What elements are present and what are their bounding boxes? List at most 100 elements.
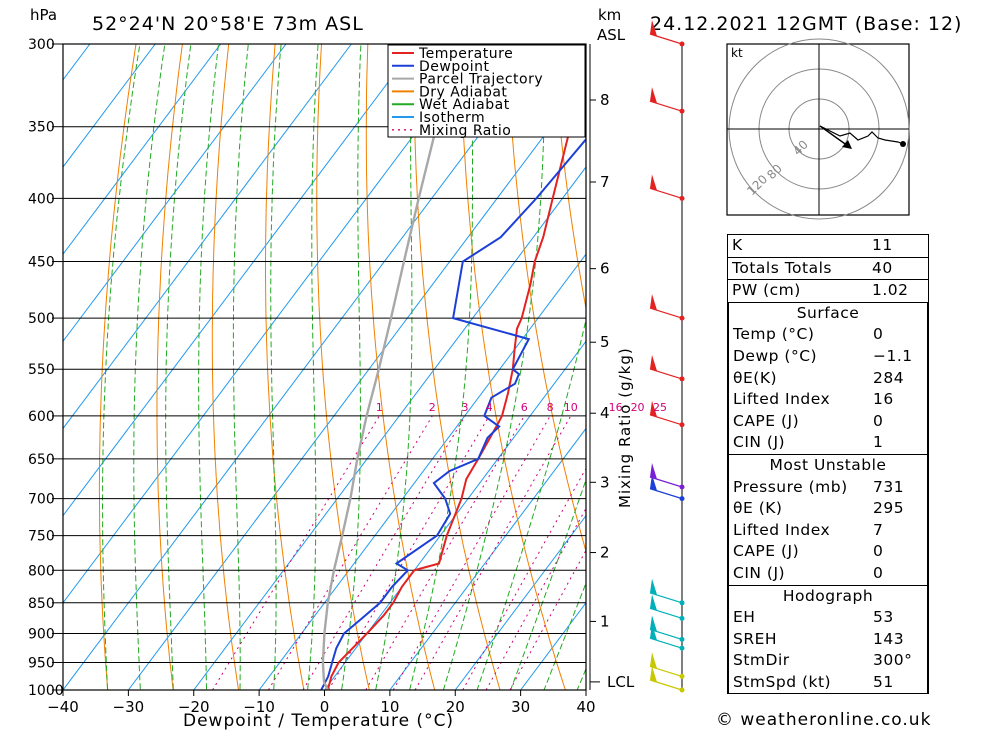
hodograph-end-dot (900, 141, 906, 147)
isotherm-line (63, 44, 287, 343)
wind-barb-staff (649, 488, 683, 500)
mixing-ratio-label: 2 (429, 401, 436, 414)
wind-barb-staff (649, 679, 683, 691)
pressure-tick-label: 600 (28, 409, 55, 425)
wind-barb-staff (649, 187, 683, 199)
temperature-tick-label: 0 (320, 698, 330, 716)
most-unstable-value: 731 (873, 477, 905, 496)
most-unstable-key: θE (K) (733, 499, 783, 518)
hodograph-section: Hodograph EH 53 SREH 143 StmDir 300° StmSpd (k… (728, 585, 928, 695)
pressure-tick-label: 750 (28, 529, 55, 545)
footer-credit[interactable]: © weatheronline.co.uk (716, 710, 932, 730)
temperature-tick-label: −10 (243, 698, 275, 716)
index-key: Totals Totals (732, 258, 832, 277)
dry-adiabat-line (552, 44, 586, 311)
surface-section-title: Surface (796, 303, 860, 322)
most-unstable-row: Lifted Index 7 (729, 520, 927, 542)
surface-value: 0 (873, 411, 884, 430)
most-unstable-key: CIN (J) (733, 563, 786, 582)
surface-value: 284 (873, 368, 905, 387)
plot-frame (62, 43, 587, 691)
hodograph-value: 300° (873, 651, 913, 670)
wind-barb-staff (649, 368, 683, 380)
hodograph-trace (819, 125, 904, 145)
mixing-ratio-label: 16 (609, 401, 623, 414)
most-unstable-row: θE (K) 295 (729, 498, 927, 520)
most-unstable-row: CIN (J) 0 (729, 563, 927, 585)
hodograph-value: 143 (873, 629, 905, 648)
surface-key: θE(K) (733, 368, 778, 387)
index-row: K 11 (728, 235, 928, 258)
wet-adiabat-line (133, 44, 166, 690)
pressure-tick-label: 650 (28, 452, 55, 468)
pressure-unit-label: hPa (30, 6, 57, 24)
pressure-tick-label: 450 (28, 255, 55, 271)
surface-section: Surface Temp (°C) 0 Dewp (°C) −1.1 θE(K) 284 L… (728, 302, 928, 455)
pressure-tick-label: 900 (28, 626, 55, 642)
wind-barb-staff (649, 307, 683, 319)
wind-barb-flag (650, 294, 657, 311)
dry-adiabat-line (506, 44, 586, 553)
parcel-trajectory-profile (321, 44, 458, 690)
mixing-ratio-label: 6 (521, 401, 528, 414)
surface-value: −1.1 (873, 346, 913, 365)
mixing-ratio-label: 10 (564, 401, 578, 414)
km-tick-label: 8 (600, 91, 610, 109)
mixing-ratio-label: 25 (653, 401, 667, 414)
isotherm-line (63, 44, 418, 517)
wind-barb-staff (649, 33, 683, 45)
legend-label: Dewpoint (419, 59, 490, 75)
wet-adiabat-line (510, 478, 586, 690)
wet-adiabat-line (409, 44, 473, 690)
wet-adiabat-line (232, 44, 249, 690)
hodograph-key: StmSpd (kt) (733, 672, 832, 691)
hodograph-row: EH 53 (729, 607, 927, 629)
wet-adiabat-line (442, 44, 546, 690)
surface-row: θE(K) 284 (729, 368, 927, 390)
mixing-ratio-line (267, 415, 433, 690)
wet-adiabat-line (476, 317, 586, 690)
temperature-tick-label: 20 (446, 698, 465, 716)
lcl-label: LCL (607, 673, 635, 691)
legend-label: Mixing Ratio (419, 123, 511, 139)
mixing-ratio-line (392, 415, 551, 690)
pressure-tick-label: 800 (28, 563, 55, 579)
surface-key: Lifted Index (733, 390, 831, 409)
isotherm-line (63, 44, 483, 604)
km-unit-label: km (598, 6, 621, 24)
wind-barb-flag (650, 666, 657, 682)
dry-adiabat-line (156, 44, 183, 690)
wind-barb-staff (649, 628, 683, 640)
surface-row: CAPE (J) 0 (729, 411, 927, 433)
wet-adiabat-line (102, 44, 141, 690)
isotherm-line (0, 44, 25, 690)
wet-adiabat-line (198, 44, 220, 690)
surface-value: 0 (873, 325, 884, 344)
wind-barb-flag (650, 20, 657, 36)
wet-adiabat-line (270, 44, 282, 690)
wet-adiabat-line (165, 44, 192, 690)
km-tick-label: 2 (600, 544, 610, 562)
wind-barb-flag (650, 474, 657, 491)
wet-adiabat-line (341, 44, 362, 690)
pressure-tick-label: 500 (28, 311, 55, 327)
km-tick-label: 7 (600, 173, 610, 191)
most-unstable-section: Most Unstable Pressure (mb) 731 θE (K) 295 L… (728, 454, 928, 586)
surface-key: CIN (J) (733, 433, 786, 452)
wind-barb-staff (649, 414, 683, 426)
surface-row: Dewp (°C) −1.1 (729, 346, 927, 368)
isotherm-line (258, 253, 586, 690)
index-row: PW (cm) 1.02 (728, 280, 928, 303)
most-unstable-key: Lifted Index (733, 520, 831, 539)
most-unstable-value: 295 (873, 499, 905, 518)
legend-label: Isotherm (419, 110, 485, 126)
location-title: 52°24'N 20°58'E 73m ASL (92, 13, 364, 35)
surface-row: Lifted Index 16 (729, 389, 927, 411)
hodograph-row: SREH 143 (729, 629, 927, 651)
hodograph-key: StmDir (733, 651, 790, 670)
most-unstable-row: Pressure (mb) 731 (729, 477, 927, 499)
surface-row: Temp (°C) 0 (729, 324, 927, 346)
index-key: K (732, 236, 743, 254)
most-unstable-value: 7 (873, 520, 884, 539)
